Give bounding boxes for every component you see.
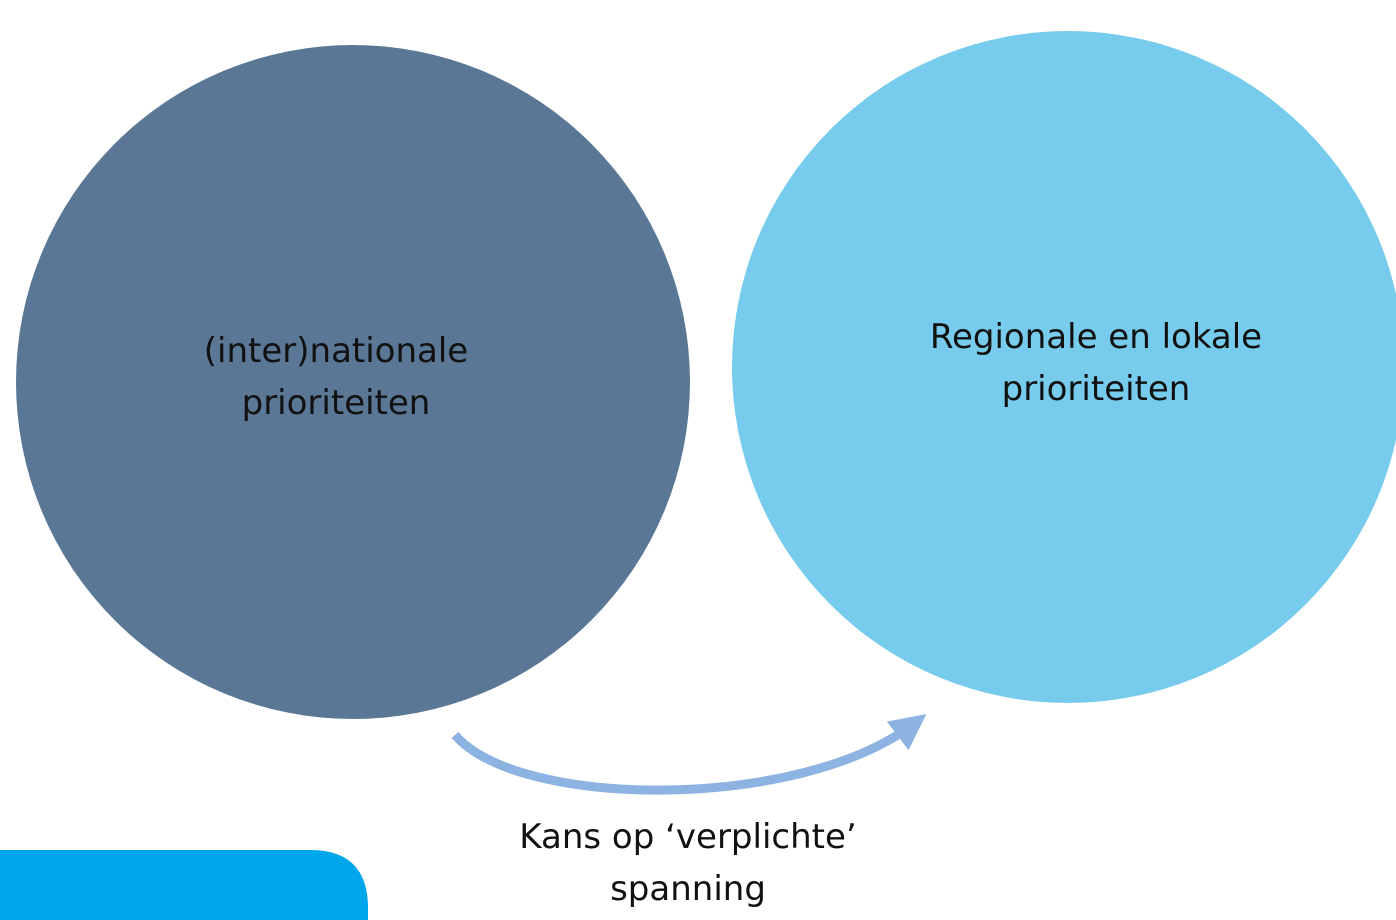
node-label: prioriteiten <box>1002 369 1191 409</box>
node-circle <box>732 31 1396 703</box>
corner-shape <box>0 850 368 920</box>
edge-label: spanning <box>610 869 766 909</box>
node-circle <box>16 45 690 719</box>
node-label: Regionale en lokale <box>930 317 1262 357</box>
node-label: prioriteiten <box>242 383 431 423</box>
edge-label: Kans op ‘verplichte’ <box>519 817 856 857</box>
node-label: (inter)nationale <box>204 331 468 371</box>
arrow <box>451 714 927 795</box>
